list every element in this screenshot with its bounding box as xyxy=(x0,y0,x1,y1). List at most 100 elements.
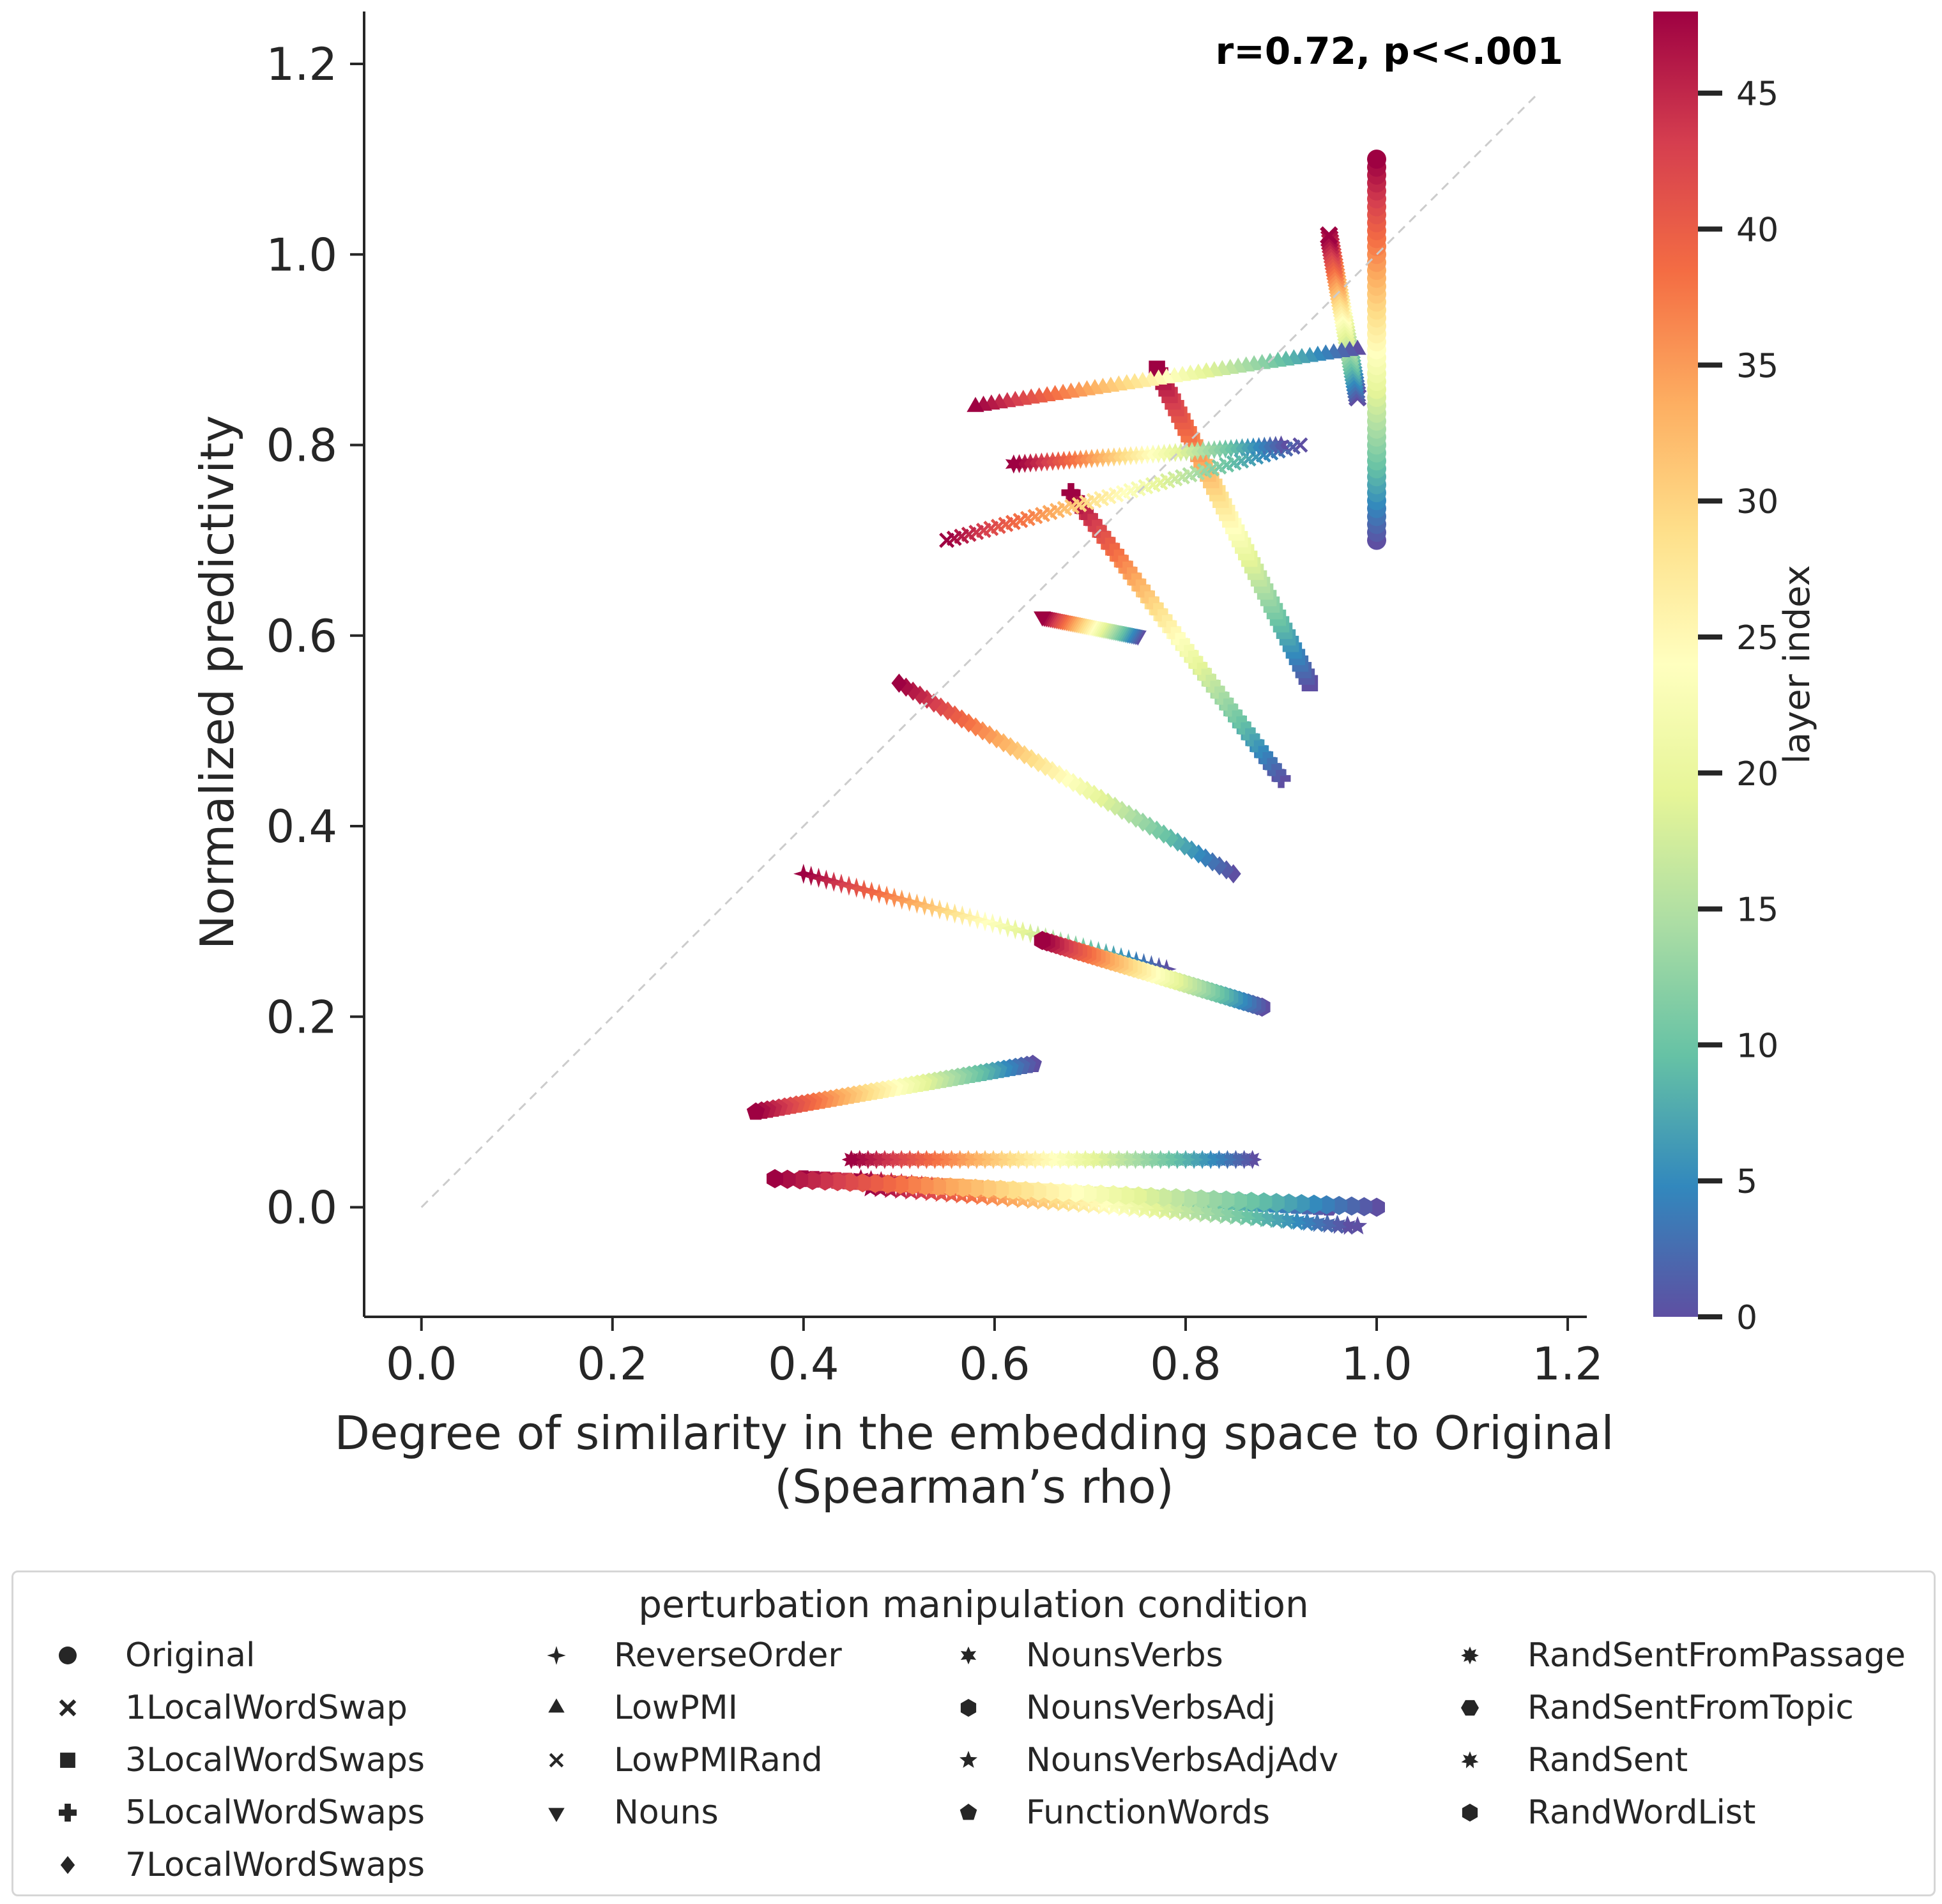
point-randwordlist xyxy=(1168,1188,1184,1208)
point-5localwordswaps xyxy=(1188,656,1208,675)
legend-title: perturbation manipulation condition xyxy=(638,1583,1309,1626)
star7-marker-icon xyxy=(1461,1751,1479,1769)
point-randwordlist xyxy=(942,1177,959,1197)
point-5localwordswaps xyxy=(1087,519,1107,538)
plus-marker-icon xyxy=(59,1804,77,1822)
point-randwordlist xyxy=(1004,1180,1021,1200)
legend-marker xyxy=(548,1698,565,1713)
point-nounsverbs xyxy=(1039,452,1056,472)
point-reverseorder xyxy=(967,909,988,930)
point-randwordlist xyxy=(854,1173,871,1193)
legend-label: RandSentFromTopic xyxy=(1527,1689,1854,1727)
point-5localwordswaps xyxy=(1232,715,1251,735)
point-randwordlist xyxy=(1180,1188,1197,1208)
point-randwordlist xyxy=(1017,1181,1034,1201)
point-reverseorder xyxy=(823,871,844,892)
colorbar-ticks: 0 5 10 15 20 25 30 35 40 45 xyxy=(1698,75,1778,1337)
point-randwordlist xyxy=(979,1179,997,1199)
point-5localwordswaps xyxy=(1175,638,1195,657)
point-randwordlist xyxy=(1368,1197,1385,1217)
point-nounsverbs xyxy=(1144,444,1161,464)
point-5localwordswaps xyxy=(1092,525,1112,544)
point-randwordlist xyxy=(816,1171,834,1191)
colorbar-tick-label: 20 xyxy=(1736,755,1778,794)
point-5localwordswaps xyxy=(1162,620,1182,640)
colorbar-tick-label: 5 xyxy=(1736,1163,1757,1201)
point-randwordlist xyxy=(841,1172,859,1192)
legend-label: RandSentFromPassage xyxy=(1527,1636,1906,1675)
point-nounsverbs xyxy=(1061,450,1078,470)
point-randwordlist xyxy=(1130,1186,1147,1206)
x-tick-label: 1.0 xyxy=(1341,1338,1412,1390)
x-tick-label: 0.4 xyxy=(768,1338,839,1390)
point-nounsverbs xyxy=(1022,453,1039,473)
point-nounsverbs xyxy=(1044,452,1061,471)
point-nounsverbs xyxy=(1211,440,1228,459)
colorbar-tick-label: 25 xyxy=(1736,619,1778,657)
colorbar-tick-label: 10 xyxy=(1736,1027,1778,1065)
point-randwordlist xyxy=(1293,1194,1310,1213)
point-randwordlist xyxy=(1067,1183,1084,1203)
point-nounsverbs xyxy=(1016,454,1034,473)
legend-item-3localwordswaps: 3LocalWordSwaps xyxy=(49,1735,425,1786)
point-5localwordswaps xyxy=(1136,584,1155,604)
point-5localwordswaps xyxy=(1262,756,1282,776)
point-5localwordswaps xyxy=(1131,578,1151,598)
point-randwordlist xyxy=(1205,1190,1222,1209)
point-nounsverbs xyxy=(1117,446,1134,466)
legend-marker xyxy=(960,1647,977,1664)
point-nounsverbs xyxy=(1200,440,1218,460)
point-nounsverbs xyxy=(1005,454,1022,474)
point-randwordlist xyxy=(904,1176,921,1195)
point-reverseorder xyxy=(960,907,981,928)
star6-marker-icon xyxy=(960,1647,977,1664)
point-5localwordswaps xyxy=(1219,697,1239,717)
x-tick-label: 1.2 xyxy=(1532,1338,1603,1390)
point-randwordlist xyxy=(1242,1192,1260,1211)
point-nounsverbs xyxy=(1217,439,1234,459)
point-randwordlist xyxy=(767,1169,783,1188)
legend-marker xyxy=(960,1804,977,1820)
point-nounsverbs xyxy=(1239,438,1257,457)
point-nounsverbs xyxy=(1111,447,1128,466)
correlation-annotation: r=0.72, p<<.001 xyxy=(1216,29,1563,73)
point-5localwordswaps xyxy=(1250,739,1269,758)
point-nounsverbs xyxy=(1050,451,1067,471)
y-tick-label: 0.0 xyxy=(266,1182,337,1234)
point-nounsverbs xyxy=(1172,442,1189,462)
point-5localwordswaps xyxy=(1166,626,1186,645)
point-5localwordswaps xyxy=(1184,650,1204,669)
hexagon-flat-marker-icon xyxy=(1461,1700,1479,1716)
axes: 0.0 0.2 0.4 0.6 0.8 1.0 1.2 0.0 0.2 0.4 0.6 0.8 1.0 1… xyxy=(266,12,1603,1390)
point-randwordlist xyxy=(1142,1186,1159,1206)
x-axis-label-line2: (Spearman’s rho) xyxy=(774,1460,1174,1514)
colorbar-gradient xyxy=(1653,12,1698,1317)
point-lowpmi xyxy=(967,397,984,412)
point-reverseorder xyxy=(839,875,859,896)
pentagon-marker-icon xyxy=(960,1804,977,1820)
legend-item-randwordlist: RandWordList xyxy=(1451,1787,1755,1838)
y-tick-label: 1.2 xyxy=(266,38,337,91)
point-original xyxy=(1367,150,1386,169)
point-5localwordswaps xyxy=(1158,614,1177,634)
colorbar-label: layer index xyxy=(1777,565,1818,764)
point-nounsverbs xyxy=(1083,449,1100,468)
point-randwordlist xyxy=(1042,1182,1059,1202)
legend-item-1localwordswap: 1LocalWordSwap xyxy=(49,1682,408,1733)
point-nounsverbs xyxy=(1228,438,1245,458)
point-randwordlist xyxy=(829,1172,846,1192)
legend-marker xyxy=(1461,1647,1479,1664)
point-reverseorder xyxy=(831,873,852,894)
point-randwordlist xyxy=(954,1178,972,1197)
colorbar: 0 5 10 15 20 25 30 35 40 45 layer index xyxy=(1653,12,1818,1337)
point-randwordlist xyxy=(1218,1190,1235,1210)
point-5localwordswaps xyxy=(1105,542,1125,562)
point-lowpmirand xyxy=(939,532,955,548)
legend-label: 3LocalWordSwaps xyxy=(125,1741,425,1779)
legend-label: NounsVerbsAdjAdv xyxy=(1026,1741,1339,1779)
point-nounsverbs xyxy=(1223,439,1239,459)
point-reverseorder xyxy=(1013,921,1033,942)
point-nounsverbs xyxy=(1244,437,1262,457)
point-reverseorder xyxy=(869,883,889,904)
x-tick-label: 0.6 xyxy=(959,1338,1030,1390)
